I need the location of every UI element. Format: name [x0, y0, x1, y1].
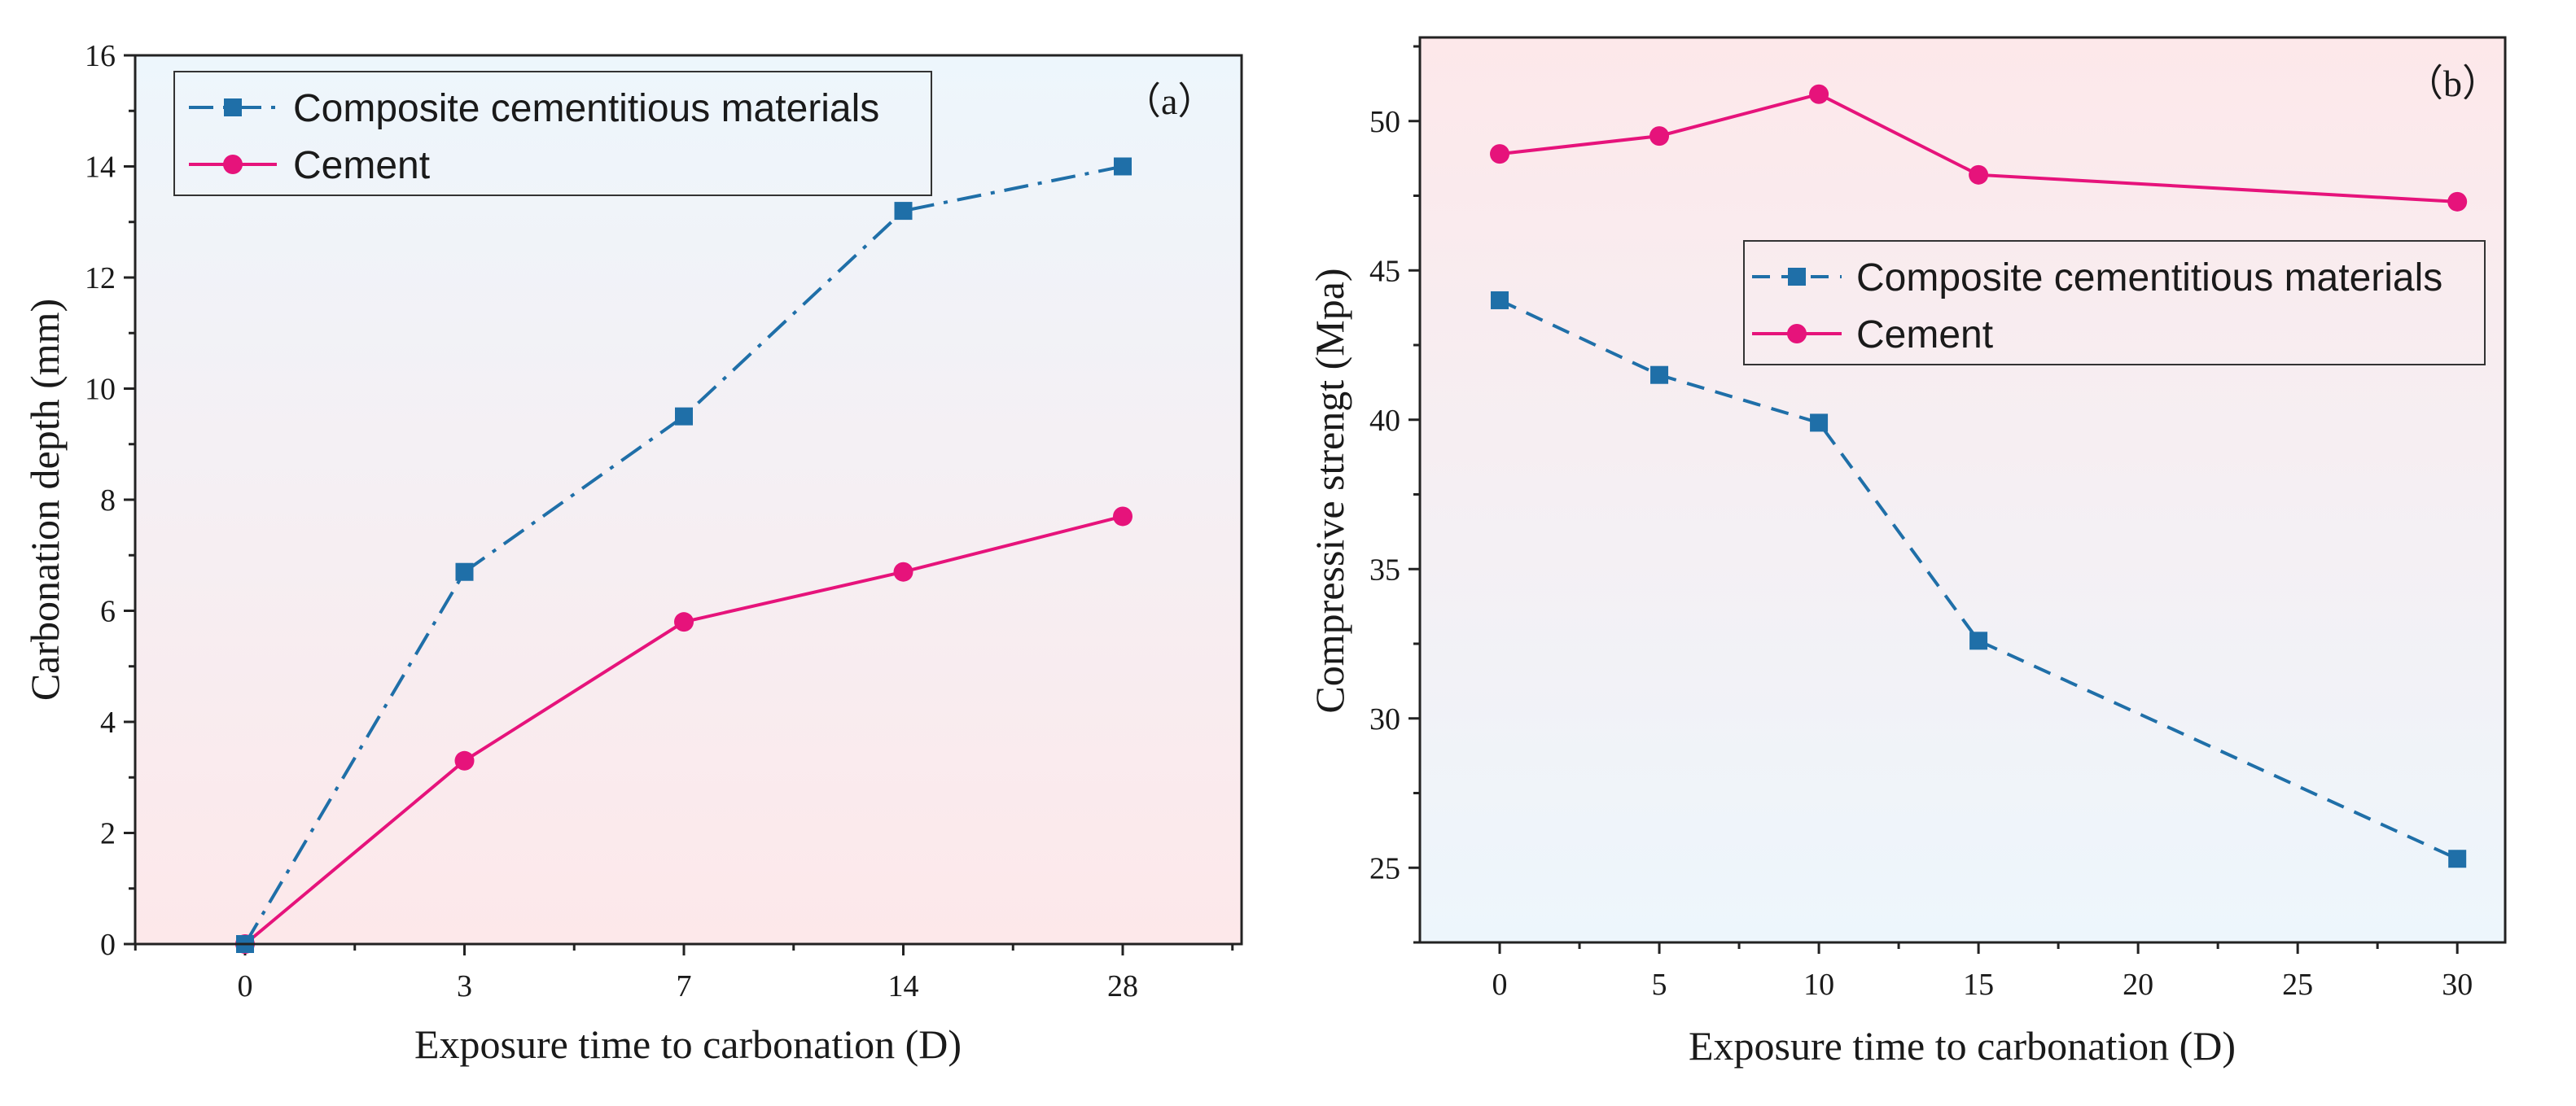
x-tick-label-a: 7 [677, 969, 692, 1003]
x-tick-label-b: 10 [1803, 968, 1834, 1002]
legend-marker-a [223, 155, 243, 174]
data-point-cement-a [674, 612, 694, 632]
data-point-cement-b [1809, 84, 1829, 104]
legend-box-b [1743, 240, 2486, 365]
data-point-composite-b [1650, 365, 1669, 384]
y-tick-label-b: 50 [1369, 105, 1400, 139]
legend-marker-b [1787, 324, 1807, 343]
legend-label-a: Composite cementitious materials [293, 87, 879, 130]
data-point-composite-a [894, 202, 913, 221]
y-tick-label-a: 8 [100, 483, 116, 518]
y-axis-title-b: Compressive strengt (Mpa) [1307, 268, 1352, 713]
panel-label-a: （a） [1124, 81, 1215, 122]
x-tick-label-b: 30 [2442, 968, 2473, 1002]
y-tick-label-a: 6 [100, 595, 116, 629]
legend-marker-a [224, 98, 242, 116]
y-tick-label-a: 16 [85, 39, 116, 73]
plot-area-b [1420, 37, 2505, 942]
data-point-cement-a [893, 562, 913, 582]
y-tick-label-b: 25 [1369, 851, 1400, 885]
x-tick-label-a: 28 [1107, 969, 1138, 1003]
y-tick-label-a: 0 [100, 928, 116, 962]
legend-label-a: Cement [293, 144, 430, 187]
y-tick-label-a: 14 [85, 151, 116, 185]
data-point-composite-b [1491, 291, 1509, 309]
y-tick-label-a: 12 [85, 261, 116, 295]
legend-label-b: Cement [1856, 313, 1993, 356]
axes-frame-b [1418, 36, 2507, 944]
y-tick-label-a: 2 [100, 817, 116, 851]
series-line-composite-a [243, 164, 1124, 946]
legend-marker-b [1788, 268, 1806, 286]
y-tick-label-b: 40 [1369, 404, 1400, 438]
legend-box-a [173, 71, 932, 196]
y-tick-label-b: 45 [1369, 254, 1400, 288]
data-point-composite-b [2448, 850, 2467, 868]
data-point-cement-b [1969, 164, 1989, 185]
chart-panel-b: 25 30 35 40 45 50 0 5 10 15 20 25 30 （b） Exposure ti… [1307, 36, 2507, 1069]
axes-frame-a [134, 54, 1243, 946]
x-tick-label-b: 15 [1963, 968, 1994, 1002]
legend-a: Composite cementitious materials Cement [173, 71, 932, 196]
y-tick-label-a: 10 [85, 373, 116, 407]
x-tick-label-a: 3 [457, 969, 472, 1003]
chart-panel-a: 0 2 4 6 8 10 12 14 16 0 3 7 14 28 （a） Exposure time t… [22, 39, 1243, 1067]
legend-label-b: Composite cementitious materials [1856, 256, 2442, 299]
plot-area-a [135, 55, 1242, 944]
data-point-cement-a [1113, 506, 1132, 527]
panel-label-b: （b） [2406, 63, 2499, 104]
x-axis-title-a: Exposure time to carbonation (D) [414, 1021, 962, 1067]
data-point-cement-b [2447, 191, 2468, 212]
x-tick-label-b: 25 [2282, 968, 2313, 1002]
legend-b: Composite cementitious materials Cement [1743, 240, 2486, 365]
data-point-composite-a [675, 407, 693, 426]
y-tick-label-b: 35 [1369, 553, 1400, 587]
data-point-cement-b [1649, 126, 1670, 146]
x-tick-label-a: 14 [888, 969, 919, 1003]
data-point-cement-b [1490, 144, 1510, 164]
y-tick-label-b: 30 [1369, 702, 1400, 737]
x-axis-title-b: Exposure time to carbonation (D) [1689, 1023, 2236, 1069]
x-tick-label-b: 0 [1492, 968, 1508, 1002]
data-point-composite-a [455, 562, 474, 581]
y-axis-title-a: Carbonation depth (mm) [22, 299, 68, 701]
data-point-cement-a [454, 750, 475, 771]
data-point-composite-b [1969, 632, 1988, 650]
y-tick-label-a: 4 [100, 706, 116, 740]
x-tick-label-b: 20 [2123, 968, 2153, 1002]
x-tick-label-b: 5 [1652, 968, 1667, 1002]
x-tick-label-a: 0 [238, 969, 253, 1003]
data-point-composite-a [1114, 157, 1132, 176]
data-point-composite-b [1810, 413, 1829, 432]
series-line-composite-b [1499, 299, 2459, 861]
